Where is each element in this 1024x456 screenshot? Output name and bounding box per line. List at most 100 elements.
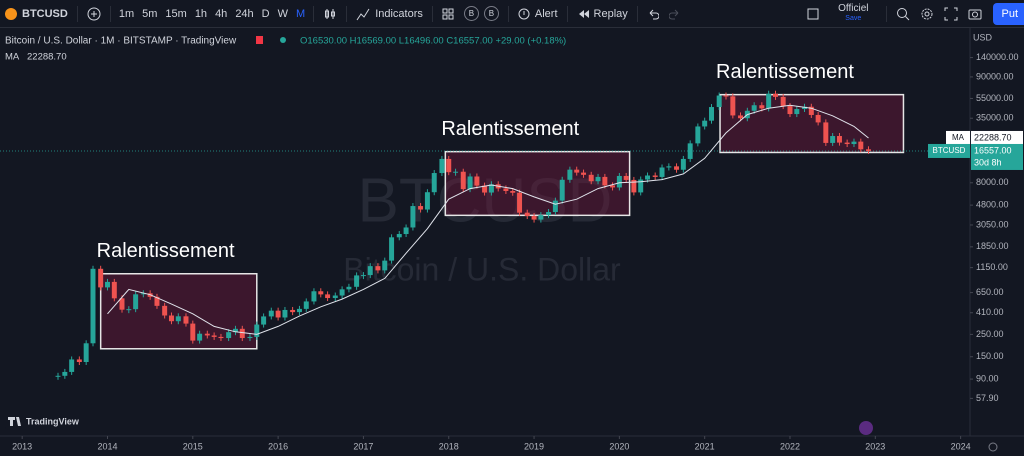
candle-body [836,136,842,143]
candle-body [772,93,778,97]
x-tick-label: 2022 [780,441,800,451]
snapshot-icon[interactable] [968,7,982,21]
candle-body [631,179,637,193]
candle-body [865,149,871,151]
candle-body [226,332,232,339]
candle-body [503,188,509,192]
indicators-button[interactable]: Indicators [375,7,423,20]
candle-body [808,106,814,115]
x-tick-label: 2020 [609,441,629,451]
badge[interactable]: B [483,6,499,21]
ma-axis-tag-bg [946,130,970,145]
annotation-text: Ralentissement [441,118,579,140]
candle-body [90,268,96,344]
candle-body [517,192,523,213]
candle-body [780,96,786,107]
candle-body [787,106,793,115]
y-tick-label: 1850.00 [976,241,1009,251]
candle-body [460,171,466,190]
candle-body [858,141,864,150]
settings-icon[interactable] [988,442,998,452]
candle-body [197,333,203,341]
interval-button[interactable]: 4h [215,7,228,20]
symbol[interactable]: BTCUSD [22,7,68,20]
layout-icon[interactable] [807,8,819,20]
y-tick-label: 90000.00 [976,71,1014,81]
x-tick-label: 2024 [951,441,971,451]
candle-body [751,105,757,111]
candle-body [126,309,132,311]
publish-button[interactable]: Put [993,2,1024,25]
templates-icon[interactable] [442,8,454,20]
candle-body [83,343,89,362]
annotation-box [719,93,905,154]
x-tick-label: 2021 [695,441,715,451]
interval-button[interactable]: 15m [165,7,187,20]
settings-gear[interactable] [920,7,934,21]
candle-body [815,114,821,123]
interval-button[interactable]: W [277,7,289,20]
separator [886,5,888,22]
layout[interactable]: Officiel Save [838,3,868,24]
fullscreen-icon[interactable] [944,7,958,21]
interval-button[interactable]: D [261,7,270,20]
candle-body [119,298,125,310]
candle-body [296,308,302,313]
candle-body [105,281,110,288]
candle-body [446,158,452,173]
candle-body [759,105,765,109]
logo-icon [8,417,21,426]
compare-icon[interactable] [87,7,101,21]
badge[interactable]: B [463,6,479,21]
flag-icon [256,36,263,44]
event-icon[interactable] [859,421,873,435]
candle-body [318,291,324,295]
candle-body [588,174,594,182]
ma-axis-label-bg [971,130,1023,145]
undo-icon[interactable] [647,8,659,20]
candle-body [844,142,850,145]
y-tick-label: 650.00 [976,287,1004,297]
ma-axis-label: 22288.70 [974,132,1012,142]
y-tick-label: 1150.00 [976,262,1008,272]
y-tick-label: 410.00 [976,307,1004,317]
candle-body [133,294,139,310]
alert-button[interactable]: Alert [534,7,558,20]
replay-icon [578,9,589,18]
price-tag-symbol: BTCUSD [933,146,966,155]
candle-body [538,215,544,220]
annotation-box [99,272,258,350]
interval-button[interactable]: M [296,7,306,20]
candle-body [211,335,217,337]
interval-button[interactable]: 24h [235,7,254,20]
candle-body [531,216,537,220]
legend-ohlc: O16530.00 H16569.00 L16496.00 C16557.00 … [300,36,566,47]
separator [636,5,638,22]
price-tag-bg [928,143,970,158]
interval-button[interactable]: 5m [142,7,158,20]
search-icon[interactable] [896,7,910,21]
candle-body [482,185,488,193]
candle-body [645,175,651,180]
separator [76,5,78,22]
candle-body [680,158,686,170]
replay-button[interactable]: Replay [593,7,628,20]
x-tick-label: 2014 [97,441,117,451]
candle-body [69,359,75,372]
x-tick-label: 2015 [183,441,203,451]
chart-type-icon[interactable] [323,7,337,21]
candle-body [354,275,360,287]
candle-body [204,333,210,336]
interval-button[interactable]: 1h [194,7,208,20]
ma-axis-name: MA [952,133,965,142]
y-tick-label: 250.00 [976,329,1004,339]
candle-body [325,294,331,299]
candle-body [382,260,388,271]
redo-icon[interactable] [668,8,681,20]
candle-body [275,310,281,318]
candle-body [55,375,61,377]
interval-button[interactable]: 1m [118,7,135,20]
candle-body [474,176,480,186]
candle-body [311,291,317,302]
